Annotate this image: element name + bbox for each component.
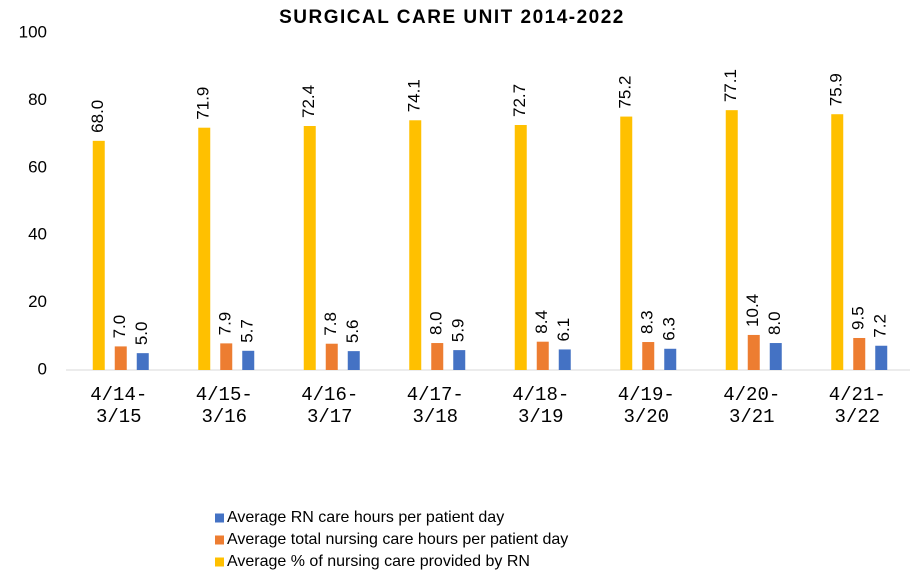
- bar: [303, 126, 316, 371]
- bar: [431, 343, 444, 370]
- value-label: 6.3: [660, 317, 679, 341]
- x-tick-label: 4/18-3/19: [512, 384, 570, 428]
- value-label: 7.8: [321, 312, 340, 336]
- bar: [642, 342, 655, 370]
- value-label: 7.0: [110, 315, 129, 339]
- bar: [831, 114, 844, 370]
- value-label: 68.0: [88, 100, 107, 133]
- value-label: 7.9: [216, 312, 235, 336]
- bar: [664, 348, 677, 370]
- value-label: 10.4: [743, 294, 762, 327]
- bar: [198, 127, 211, 371]
- legend-swatch: [215, 535, 224, 545]
- bar: [558, 349, 571, 370]
- bar: [220, 343, 233, 370]
- value-label: 75.9: [827, 73, 846, 106]
- bar: [409, 120, 422, 371]
- bar: [769, 343, 782, 370]
- bar: [114, 346, 127, 370]
- x-tick-label: 4/15-3/16: [195, 384, 253, 428]
- bar: [242, 350, 255, 370]
- x-tick-label: 4/19-3/20: [617, 384, 675, 428]
- value-label: 5.0: [132, 322, 151, 346]
- value-label: 71.9: [194, 87, 213, 120]
- chart-title: SURGICAL CARE UNIT 2014-2022: [279, 7, 625, 28]
- legend-swatch: [215, 513, 224, 523]
- x-tick-label: 4/21-3/22: [828, 384, 886, 428]
- value-label: 8.0: [427, 311, 446, 335]
- value-label: 9.5: [849, 306, 868, 330]
- y-tick-label: 20: [28, 292, 47, 311]
- value-label: 77.1: [721, 69, 740, 102]
- value-label: 5.9: [449, 318, 468, 342]
- bar: [347, 351, 360, 370]
- bar: [853, 337, 866, 370]
- y-tick-label: 60: [28, 157, 47, 176]
- value-label: 72.4: [299, 85, 318, 118]
- bar: [136, 353, 149, 370]
- value-label: 8.4: [532, 310, 551, 334]
- value-label: 72.7: [510, 84, 529, 117]
- bar: [453, 350, 466, 370]
- bar: [536, 341, 549, 370]
- value-label: 8.0: [765, 311, 784, 335]
- value-label: 74.1: [405, 79, 424, 112]
- legend-label: Average total nursing care hours per pat…: [227, 531, 568, 548]
- bar: [92, 140, 105, 370]
- x-tick-label: 4/14-3/15: [90, 384, 148, 428]
- legend-swatch: [215, 557, 224, 567]
- bar: [875, 345, 888, 370]
- legend-label: Average RN care hours per patient day: [227, 509, 504, 526]
- value-label: 8.3: [638, 310, 657, 334]
- x-tick-label: 4/17-3/18: [406, 384, 464, 428]
- bar: [620, 116, 633, 371]
- legend-label: Average % of nursing care provided by RN: [227, 553, 530, 570]
- bar: [725, 110, 738, 370]
- value-label: 5.6: [343, 319, 362, 343]
- bar: [514, 125, 527, 370]
- y-tick-label: 80: [28, 90, 47, 109]
- value-label: 75.2: [616, 75, 635, 108]
- value-label: 7.2: [871, 314, 890, 338]
- y-tick-label: 40: [28, 225, 47, 244]
- y-tick-label: 0: [38, 359, 47, 378]
- x-tick-label: 4/16-3/17: [301, 384, 359, 428]
- x-tick-label: 4/20-3/21: [723, 384, 781, 428]
- bar: [747, 334, 760, 370]
- y-tick-label: 100: [19, 22, 47, 41]
- value-label: 6.1: [554, 318, 573, 342]
- value-label: 5.7: [238, 319, 257, 343]
- bar: [325, 343, 338, 370]
